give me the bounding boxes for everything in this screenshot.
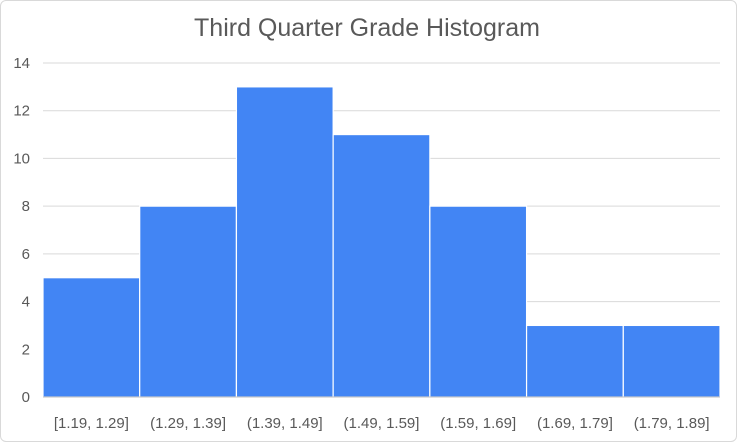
x-category-label: [1.19, 1.29] [54, 415, 129, 432]
histogram-bar [139, 205, 238, 398]
y-tick-label: 2 [22, 341, 30, 358]
histogram-bar [525, 324, 624, 398]
y-tick-label: 12 [13, 103, 30, 120]
bars [42, 86, 721, 398]
y-axis-ticks: 0 2 4 6 8 10 12 14 [13, 55, 30, 406]
y-tick-label: 14 [13, 55, 30, 72]
y-tick-label: 10 [13, 150, 30, 167]
y-tick-label: 0 [22, 389, 30, 406]
x-category-label: (1.39, 1.49] [247, 415, 323, 432]
chart-title: Third Quarter Grade Histogram [194, 14, 540, 42]
y-tick-label: 4 [22, 294, 30, 311]
x-category-label: (1.49, 1.59] [344, 415, 420, 432]
x-category-label: (1.69, 1.79] [537, 415, 613, 432]
histogram-bar [332, 133, 431, 398]
y-tick-label: 6 [22, 246, 30, 263]
histogram-bar [622, 324, 721, 398]
x-category-label: (1.29, 1.39] [150, 415, 226, 432]
x-category-label: (1.79, 1.89] [634, 415, 710, 432]
y-tick-label: 8 [22, 198, 30, 215]
histogram-bar [429, 205, 528, 398]
x-axis-categories: [1.19, 1.29] (1.29, 1.39] (1.39, 1.49] (1.4… [54, 415, 710, 432]
histogram-bar [235, 86, 334, 398]
x-category-label: (1.59, 1.69] [440, 415, 516, 432]
histogram-bar [42, 277, 141, 398]
